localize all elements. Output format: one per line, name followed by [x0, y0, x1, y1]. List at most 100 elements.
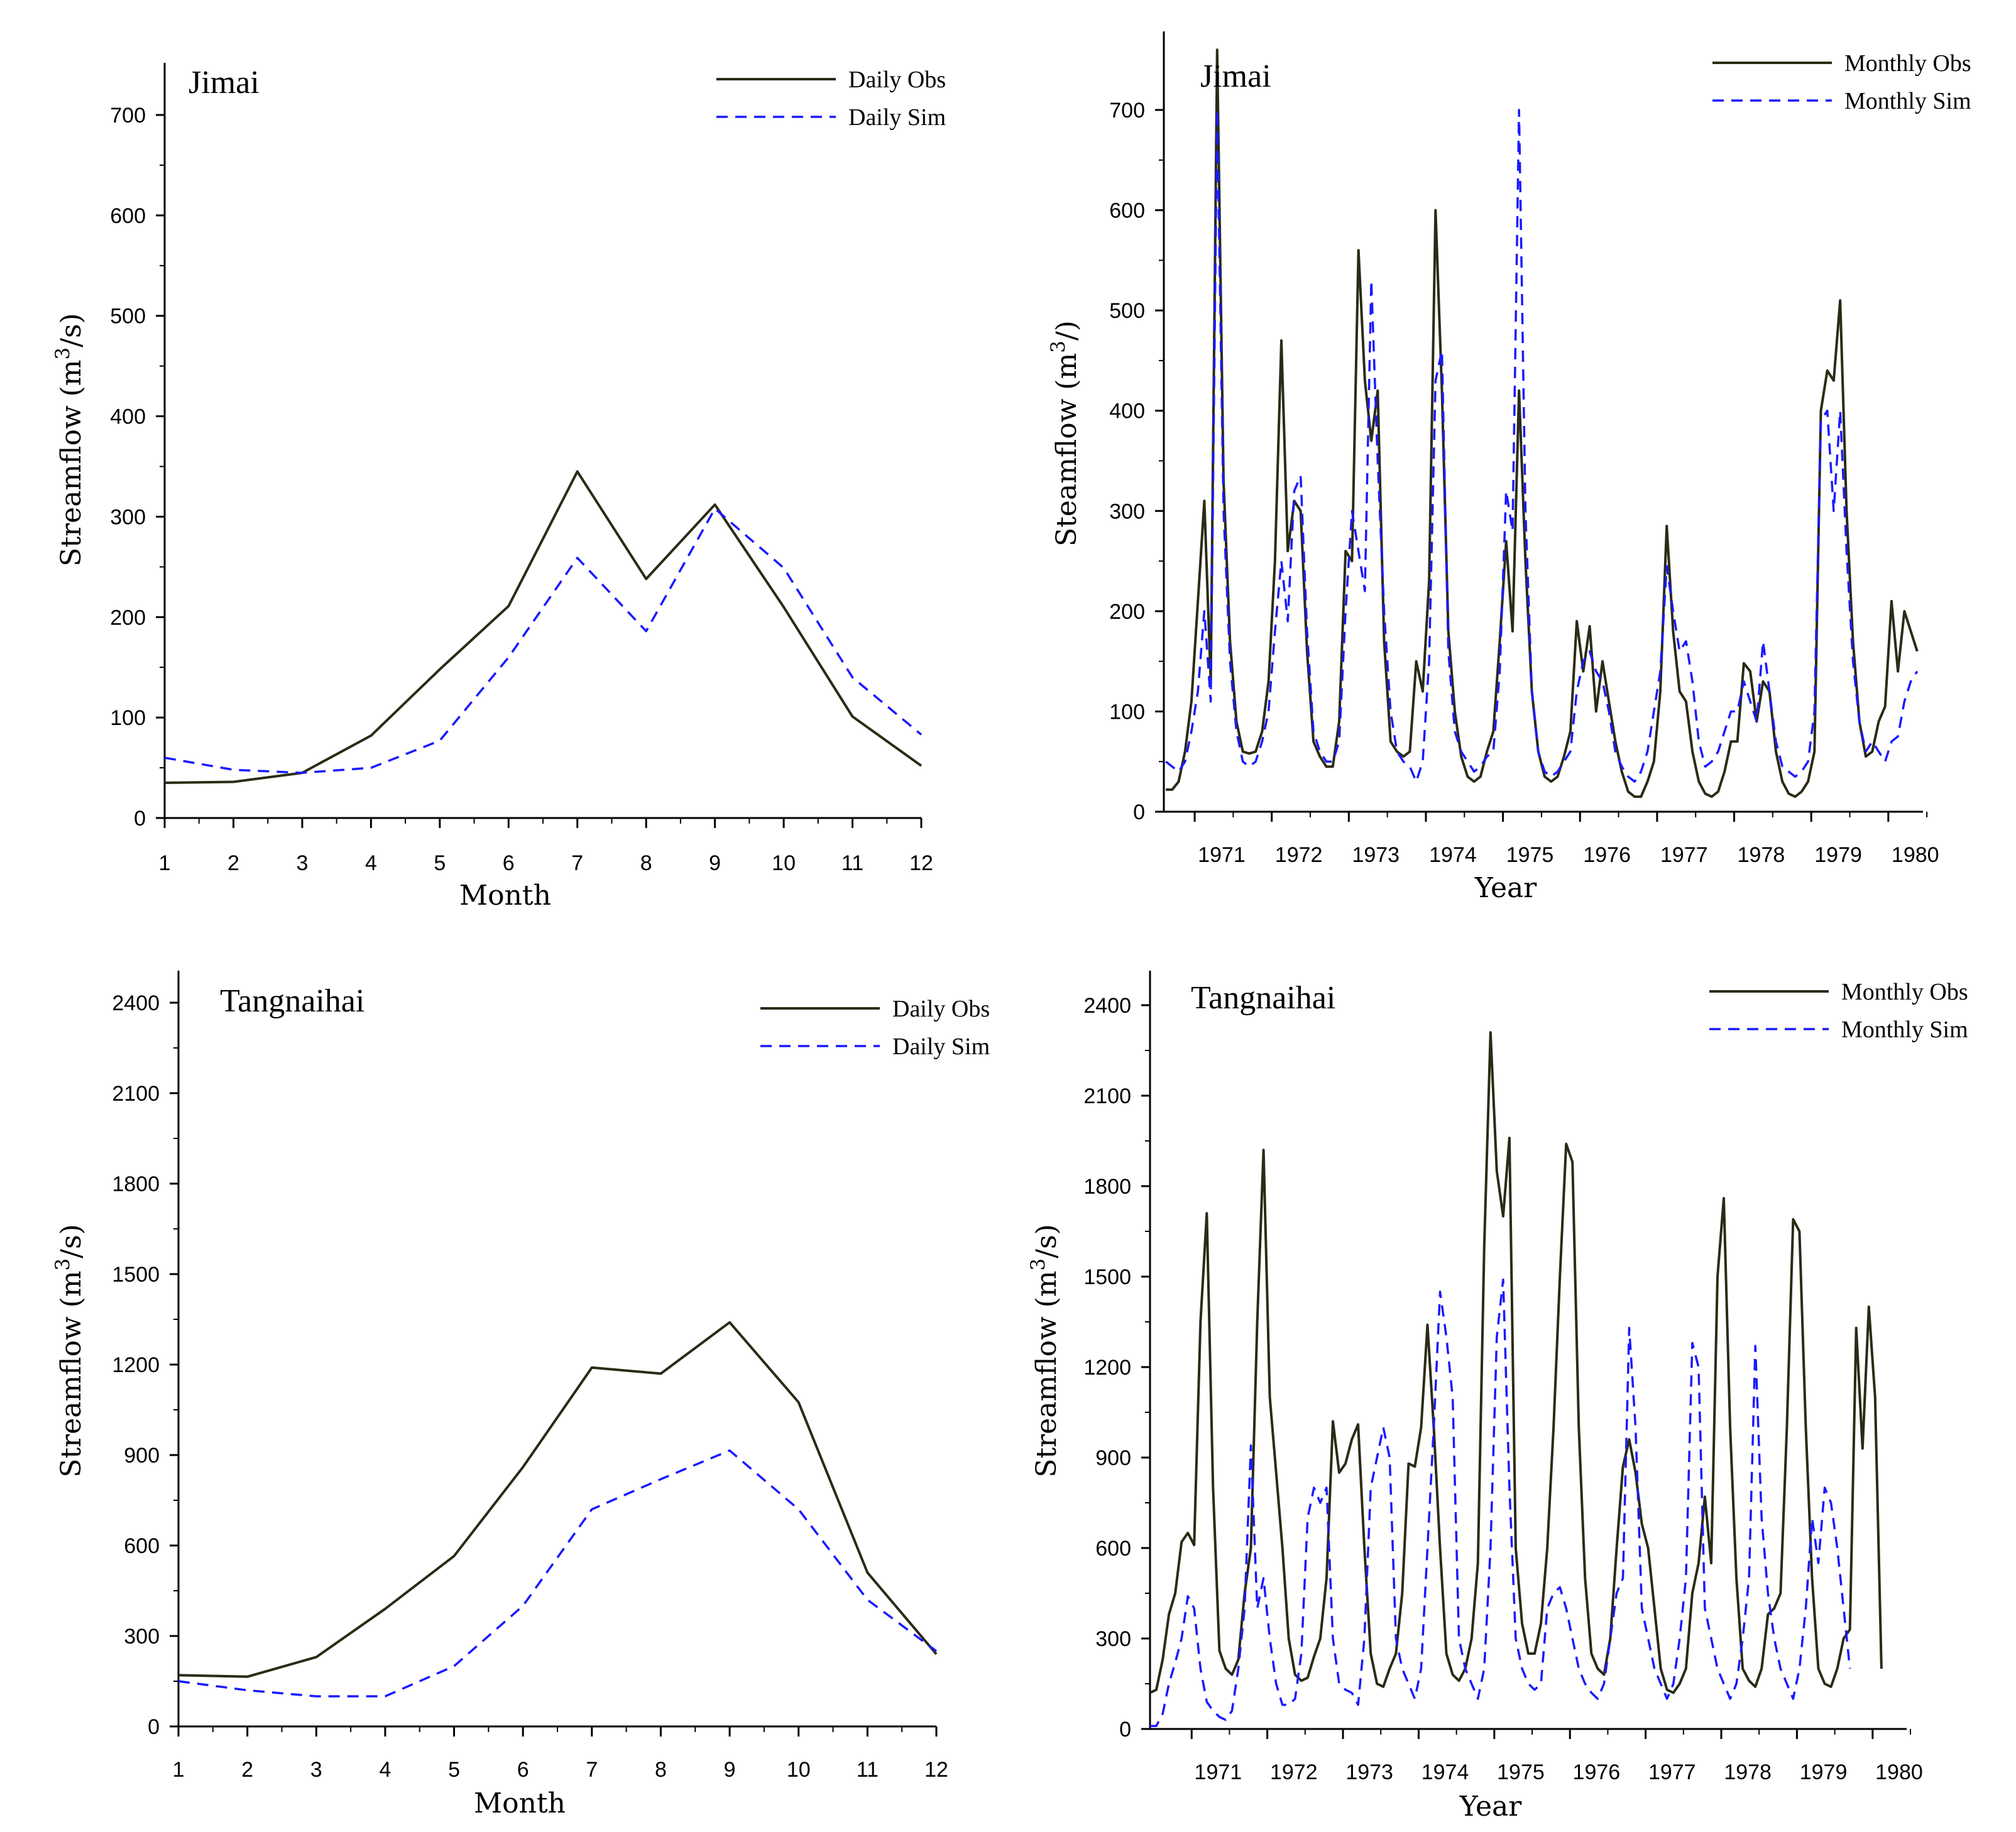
legend-label: Monthly Obs [1844, 50, 1971, 77]
y-tick-label: 100 [110, 706, 146, 730]
x-axis-title: Month [474, 1787, 566, 1819]
y-tick-label: 600 [124, 1534, 160, 1558]
legend: Monthly Obs Monthly Sim [1712, 50, 1971, 114]
x-tick-label: 9 [724, 1758, 736, 1782]
x-axis-title: Year [1474, 872, 1537, 904]
legend-label: Monthly Sim [1844, 88, 1971, 114]
y-tick-label: 2100 [1083, 1084, 1131, 1108]
y-tick-label: 2400 [1083, 994, 1131, 1018]
x-tick-label: 1973 [1352, 843, 1400, 867]
obs-series-line [1166, 48, 1919, 799]
y-tick-label: 700 [110, 104, 146, 128]
x-tick-label: 1971 [1198, 843, 1246, 867]
y-axis-title: Streamflow (m3/s) [52, 1224, 87, 1477]
legend-label: Daily Obs [892, 996, 990, 1022]
x-tick-label: 4 [379, 1758, 391, 1782]
x-tick-label: 10 [787, 1758, 811, 1782]
x-tick-label: 2 [227, 851, 239, 875]
sim-series-line [178, 1449, 938, 1698]
x-tick-label: 1980 [1875, 1760, 1923, 1784]
y-tick-label: 500 [110, 305, 146, 329]
obs-series-line [1149, 1031, 1883, 1694]
x-tick-label: 1977 [1660, 843, 1708, 867]
y-axis-title: Steamflow (m3/) [1047, 320, 1083, 547]
y-tick-label: 0 [134, 807, 146, 831]
y-tick-label: 1200 [1083, 1356, 1131, 1380]
y-tick-label: 0 [1133, 800, 1145, 824]
sim-series-line [1165, 109, 1919, 783]
x-tick-label: 1975 [1497, 1760, 1545, 1784]
legend: Monthly Obs Monthly Sim [1709, 979, 1968, 1043]
legend-label: Monthly Sim [1841, 1017, 1968, 1043]
legend-label: Monthly Obs [1841, 979, 1968, 1005]
x-tick-label: 3 [296, 851, 308, 875]
y-tick-label: 0 [148, 1715, 160, 1739]
x-tick-label: 7 [571, 851, 583, 875]
x-tick-label: 12 [924, 1758, 948, 1782]
y-axis-title: Streamflow (m3/s) [52, 313, 87, 566]
panel-jimai-monthly: 0 100 200 300 400 500 600 700 1971 1972 1973 1974 19… [1047, 31, 1971, 904]
x-tick-label: 5 [434, 851, 446, 875]
y-tick-label: 2100 [112, 1082, 160, 1106]
x-tick-label: 1974 [1429, 843, 1477, 867]
y-tick-label: 300 [1095, 1627, 1131, 1651]
y-tick-label: 300 [1109, 499, 1145, 523]
x-tick-label: 1978 [1724, 1760, 1772, 1784]
x-tick-label: 11 [841, 851, 863, 875]
y-tick-label: 100 [1109, 700, 1145, 724]
x-tick-label: 1975 [1506, 843, 1554, 867]
y-axis-title: Streamflow (m3/s) [1027, 1224, 1063, 1477]
y-tick-label: 400 [1109, 400, 1145, 423]
x-tick-label: 1971 [1195, 1760, 1242, 1784]
sim-series-line [1150, 1279, 1851, 1727]
x-tick-label: 2 [241, 1758, 253, 1782]
panel-title: Jimai [1200, 58, 1271, 94]
panel-title: Tangnaihai [1191, 980, 1335, 1016]
y-tick-label: 400 [110, 405, 146, 429]
legend: Daily Obs Daily Sim [716, 67, 946, 131]
x-axis-title: Year [1459, 1791, 1522, 1823]
x-tick-label: 8 [655, 1758, 667, 1782]
y-tick-label: 600 [1109, 199, 1145, 223]
y-tick-label: 600 [110, 204, 146, 228]
y-tick-label: 600 [1095, 1537, 1131, 1561]
x-tick-label: 1979 [1814, 843, 1862, 867]
legend-label: Daily Obs [848, 67, 946, 93]
y-tick-label: 0 [1119, 1718, 1131, 1742]
x-tick-label: 8 [640, 851, 652, 875]
x-tick-label: 4 [365, 851, 377, 875]
y-tick-label: 200 [1109, 600, 1145, 624]
x-tick-label: 1974 [1422, 1760, 1469, 1784]
x-tick-label: 5 [448, 1758, 460, 1782]
panel-title: Tangnaihai [220, 983, 364, 1019]
y-tick-label: 300 [110, 505, 146, 529]
sim-series-line [164, 507, 923, 774]
panel-tangnaihai-monthly: 0 300 600 900 1200 1500 1800 2100 2400 1971 1972 19… [1027, 971, 1968, 1823]
y-tick-label: 200 [110, 606, 146, 630]
x-tick-label: 1977 [1648, 1760, 1696, 1784]
x-axis-title: Month [459, 880, 551, 912]
obs-series-line [178, 1321, 938, 1678]
x-tick-label: 1980 [1892, 843, 1939, 867]
y-tick-label: 300 [124, 1625, 160, 1649]
x-tick-label: 1972 [1275, 843, 1323, 867]
x-tick-label: 6 [517, 1758, 529, 1782]
y-tick-label: 1800 [1083, 1175, 1131, 1199]
legend: Daily Obs Daily Sim [760, 996, 990, 1060]
x-tick-label: 6 [503, 851, 515, 875]
x-tick-label: 7 [586, 1758, 598, 1782]
y-tick-label: 700 [1109, 99, 1145, 123]
y-tick-label: 900 [124, 1444, 160, 1468]
obs-series-line [164, 470, 923, 784]
x-tick-label: 1 [173, 1758, 185, 1782]
x-tick-label: 1976 [1573, 1760, 1621, 1784]
y-tick-label: 2400 [112, 991, 160, 1015]
x-tick-label: 9 [709, 851, 721, 875]
x-tick-label: 10 [772, 851, 796, 875]
y-tick-label: 1200 [112, 1353, 160, 1377]
x-tick-label: 1972 [1270, 1760, 1318, 1784]
y-tick-label: 500 [1109, 299, 1145, 323]
